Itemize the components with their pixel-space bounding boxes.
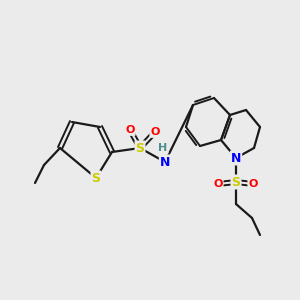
Text: O: O [213, 179, 223, 189]
Text: O: O [125, 125, 135, 135]
Text: S: S [92, 172, 100, 184]
Text: O: O [248, 179, 258, 189]
Text: O: O [150, 127, 160, 137]
Text: S: S [136, 142, 145, 154]
Text: N: N [231, 152, 241, 164]
Text: S: S [232, 176, 241, 188]
Text: N: N [160, 155, 170, 169]
Text: H: H [158, 143, 168, 153]
